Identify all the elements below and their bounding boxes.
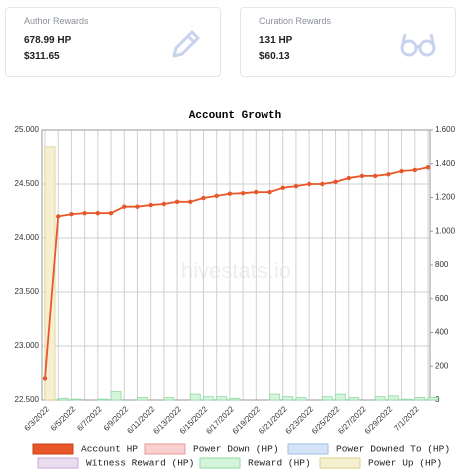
legend-label: Reward (HP) xyxy=(248,458,311,469)
bar xyxy=(282,396,294,401)
y-tick-label: 23.500 xyxy=(15,287,40,296)
bar xyxy=(110,391,122,401)
card-title: Curation Rewards xyxy=(259,16,332,26)
bar xyxy=(321,396,333,401)
point xyxy=(174,199,180,205)
card-hp: 131 HP xyxy=(259,35,293,46)
bar xyxy=(387,395,399,401)
bar xyxy=(97,398,109,401)
x-tick-label: 7/1/2022 xyxy=(392,404,421,433)
card-usd: $311.65 xyxy=(24,51,60,62)
y2-tick-label: 1.600 xyxy=(435,125,456,134)
point xyxy=(42,376,48,381)
point xyxy=(280,185,285,190)
pencil-icon xyxy=(172,30,200,58)
y2-tick-label: 600 xyxy=(435,294,449,303)
point xyxy=(135,204,140,209)
curation-card: Curation Rewards 131 HP $60.13 xyxy=(240,7,456,77)
x-tick-label: 6/7/2022 xyxy=(75,404,104,433)
bar xyxy=(401,398,412,401)
watermark: hivestats.io xyxy=(181,258,291,283)
y2-tick-label: 200 xyxy=(435,361,449,370)
point xyxy=(267,189,272,195)
point xyxy=(372,173,378,179)
x-tick-label: 6/5/2022 xyxy=(49,404,78,433)
point xyxy=(95,210,101,216)
y2-tick-label: 400 xyxy=(435,328,449,337)
legend-label: Power Up (HP) xyxy=(368,458,442,469)
bar xyxy=(295,397,307,401)
point xyxy=(188,199,193,205)
chart-title: Account Growth xyxy=(189,110,281,122)
point xyxy=(386,172,391,177)
card-title: Author Rewards xyxy=(24,16,89,26)
legend-swatch xyxy=(32,443,74,455)
y-tick-label: 24.000 xyxy=(15,233,40,242)
legend-label: Power Down (HP) xyxy=(193,444,279,455)
point xyxy=(161,201,167,207)
point xyxy=(82,210,87,216)
author-card: Author Rewards 678.99 HP $311.65 xyxy=(5,7,221,77)
point xyxy=(240,190,246,196)
point xyxy=(412,167,417,173)
y2-tick-label: 1.400 xyxy=(435,159,456,168)
bar xyxy=(427,397,439,401)
point xyxy=(425,165,431,170)
y2-tick-label: 800 xyxy=(435,260,449,269)
glasses-icon xyxy=(400,33,436,57)
bar xyxy=(348,397,360,401)
point xyxy=(108,210,114,216)
bar xyxy=(189,393,201,401)
y2-tick-label: 1.000 xyxy=(435,226,456,235)
point xyxy=(227,191,233,196)
point xyxy=(201,195,206,201)
legend-label: Power Downed To (HP) xyxy=(336,444,450,455)
bar xyxy=(163,397,175,401)
bar xyxy=(137,397,148,401)
point xyxy=(69,212,74,217)
legend-swatch xyxy=(199,457,241,469)
point xyxy=(333,179,338,185)
point xyxy=(320,181,325,187)
legend-swatch xyxy=(319,457,361,469)
legend-label: Witness Reward (HP) xyxy=(86,458,194,469)
y2-tick-label: 1.200 xyxy=(435,193,456,202)
y-tick-label: 22.500 xyxy=(15,395,40,404)
legend-label: Account HP xyxy=(81,444,138,455)
bar xyxy=(71,398,82,401)
x-tick-label: 6/29/2022 xyxy=(363,404,395,436)
bar xyxy=(335,393,346,401)
legend-swatch xyxy=(144,443,186,455)
point xyxy=(122,204,127,209)
point xyxy=(306,181,312,187)
point xyxy=(214,193,219,199)
point xyxy=(148,202,153,208)
bar xyxy=(44,146,56,401)
legend-swatch xyxy=(37,457,79,469)
point xyxy=(56,214,61,219)
card-hp: 678.99 HP xyxy=(24,35,72,46)
point xyxy=(399,168,404,174)
bar xyxy=(374,396,386,401)
card-usd: $60.13 xyxy=(259,51,290,62)
bar xyxy=(216,396,228,401)
y-tick-label: 24.500 xyxy=(15,179,40,188)
point xyxy=(359,173,365,179)
point xyxy=(254,189,259,195)
chart: Account Growth hivestats.io 22.500 23.000… xyxy=(15,110,456,469)
legend-swatch xyxy=(287,443,329,455)
y-tick-label: 23.000 xyxy=(15,341,40,350)
y-tick-label: 25.000 xyxy=(15,125,40,134)
point xyxy=(293,183,299,189)
x-tick-label: 6/3/2022 xyxy=(23,404,52,433)
point xyxy=(346,175,351,181)
line xyxy=(44,166,429,379)
bar xyxy=(229,397,241,401)
bar xyxy=(203,396,214,401)
bar xyxy=(57,397,69,401)
bar xyxy=(269,393,280,401)
bar xyxy=(414,397,426,401)
